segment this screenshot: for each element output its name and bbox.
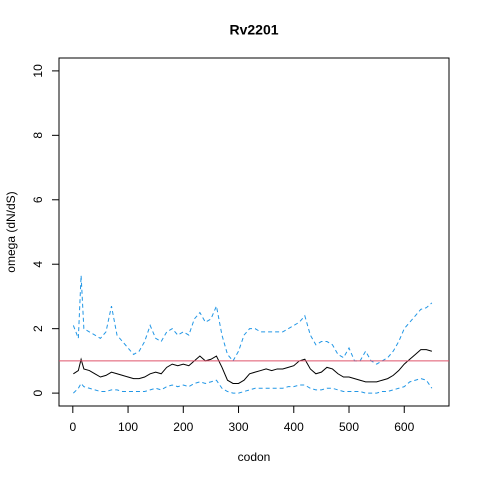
y-tick-label: 0: [31, 389, 45, 396]
x-tick-label: 200: [173, 420, 193, 434]
series-line: [72, 275, 433, 365]
x-tick-label: 500: [339, 420, 359, 434]
y-tick-label: 6: [31, 196, 45, 203]
x-axis-label: codon: [238, 450, 271, 464]
y-tick-label: 4: [31, 261, 45, 268]
x-tick-label: 0: [69, 420, 76, 434]
plot-box: [58, 57, 450, 407]
y-tick-label: 8: [31, 132, 45, 139]
y-tick-label: 10: [31, 64, 45, 78]
series-line: [73, 349, 433, 384]
x-tick-label: 600: [394, 420, 414, 434]
x-tick-label: 100: [118, 420, 138, 434]
y-axis-label: omega (dN/dS): [4, 191, 18, 272]
y-tick-label: 2: [31, 325, 45, 332]
x-tick-label: 400: [284, 420, 304, 434]
chart-title: Rv2201: [229, 22, 278, 38]
x-tick-label: 300: [229, 420, 249, 434]
series-line: [73, 378, 433, 394]
